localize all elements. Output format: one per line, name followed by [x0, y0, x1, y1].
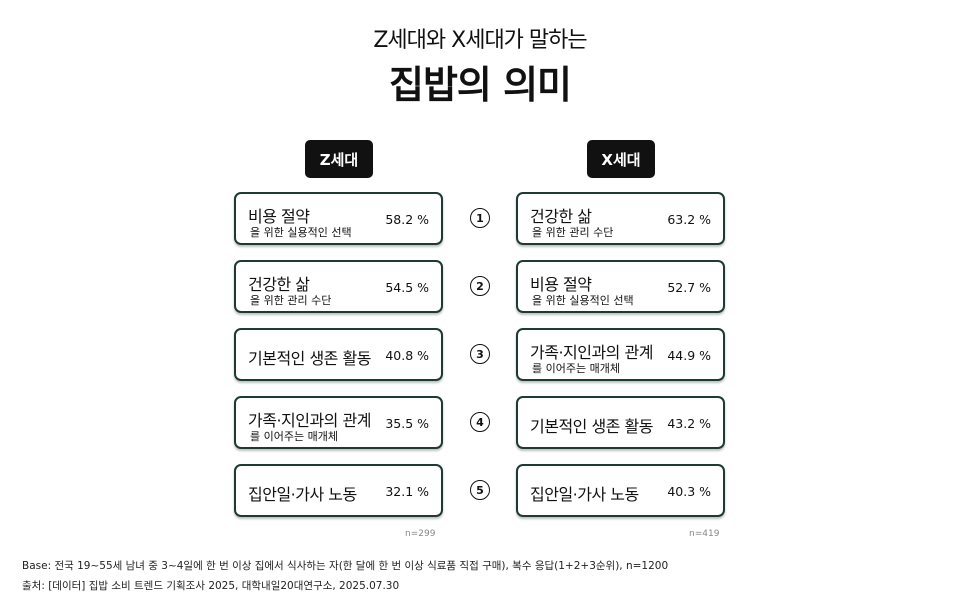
card-percentage: 63.2 % — [667, 212, 711, 227]
z-rank-1-card: 비용 절약 을 위한 실용적인 선택 58.2 % — [234, 192, 443, 245]
z-rank-5-card: 집안일·가사 노동 32.1 % — [234, 464, 443, 517]
z-rank-4-card: 가족·지인과의 관계 를 이어주는 매개체 35.5 % — [234, 396, 443, 449]
card-sublabel: 를 이어주는 매개체 — [532, 362, 620, 375]
card-sublabel: 을 위한 실용적인 선택 — [532, 294, 634, 307]
card-sublabel: 을 위한 실용적인 선택 — [250, 226, 352, 239]
card-percentage: 58.2 % — [385, 212, 429, 227]
source-note: 출처: [데이터] 집밥 소비 트렌드 기획조사 2025, 대학내일20대연구… — [22, 580, 400, 592]
x-sample-size: n=419 — [689, 529, 720, 539]
card-label: 집안일·가사 노동 — [530, 485, 639, 504]
card-percentage: 40.8 % — [385, 348, 429, 363]
base-note: Base: 전국 19~55세 남녀 중 3~4일에 한 번 이상 집에서 식사… — [22, 560, 669, 572]
card-percentage: 35.5 % — [385, 416, 429, 431]
card-sublabel: 을 위한 관리 수단 — [532, 226, 614, 239]
card-sublabel: 을 위한 관리 수단 — [250, 294, 332, 307]
card-percentage: 40.3 % — [667, 484, 711, 499]
x-generation-header: X세대 — [587, 140, 655, 178]
z-sample-size: n=299 — [405, 529, 436, 539]
card-label: 기본적인 생존 활동 — [248, 349, 371, 368]
card-label: 비용 절약 — [248, 207, 310, 226]
page-title: 집밥의 의미 — [388, 63, 572, 107]
card-label: 기본적인 생존 활동 — [530, 417, 653, 436]
rank-4-marker: 4 — [470, 412, 490, 432]
rank-1-marker: 1 — [470, 208, 490, 228]
card-label: 가족·지인과의 관계 — [248, 411, 371, 430]
x-rank-5-card: 집안일·가사 노동 40.3 % — [516, 464, 725, 517]
card-percentage: 43.2 % — [667, 416, 711, 431]
x-rank-2-card: 비용 절약 을 위한 실용적인 선택 52.7 % — [516, 260, 725, 313]
rank-3-marker: 3 — [470, 344, 490, 364]
card-label: 집안일·가사 노동 — [248, 485, 357, 504]
card-label: 가족·지인과의 관계 — [530, 343, 653, 362]
card-sublabel: 를 이어주는 매개체 — [250, 430, 338, 443]
rank-2-marker: 2 — [470, 276, 490, 296]
rank-5-marker: 5 — [470, 480, 490, 500]
card-percentage: 52.7 % — [667, 280, 711, 295]
card-percentage: 54.5 % — [385, 280, 429, 295]
x-rank-3-card: 가족·지인과의 관계 를 이어주는 매개체 44.9 % — [516, 328, 725, 381]
z-generation-header: Z세대 — [305, 140, 373, 178]
card-label: 비용 절약 — [530, 275, 592, 294]
card-label: 건강한 삶 — [248, 275, 310, 294]
card-label: 건강한 삶 — [530, 207, 592, 226]
card-percentage: 44.9 % — [667, 348, 711, 363]
card-percentage: 32.1 % — [385, 484, 429, 499]
z-rank-3-card: 기본적인 생존 활동 40.8 % — [234, 328, 443, 381]
x-rank-4-card: 기본적인 생존 활동 43.2 % — [516, 396, 725, 449]
page-subtitle: Z세대와 X세대가 말하는 — [373, 28, 587, 53]
